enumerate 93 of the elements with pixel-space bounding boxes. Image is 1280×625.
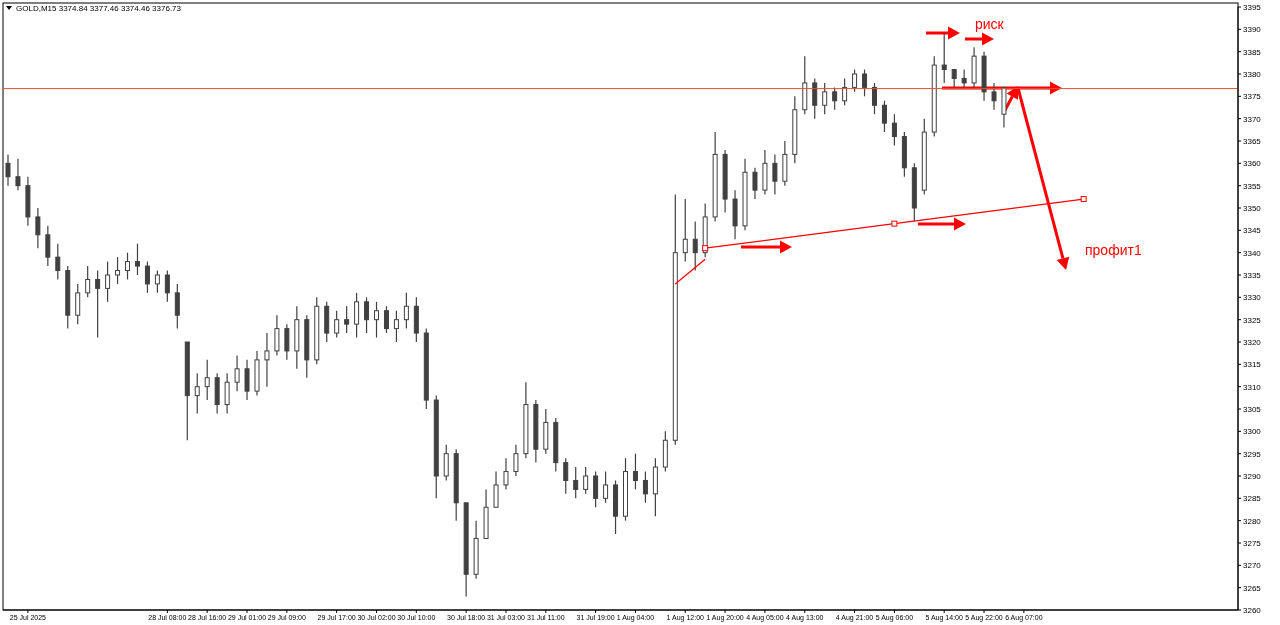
candlestick	[443, 444, 449, 482]
candlestick	[891, 113, 897, 147]
y-tick-label: 3295	[1243, 449, 1262, 459]
candlestick	[75, 283, 81, 325]
candlestick	[244, 359, 250, 401]
y-tick-label: 3340	[1243, 248, 1262, 258]
candlestick	[812, 77, 818, 120]
annotation: профит1	[1085, 242, 1142, 258]
y-tick-label: 3375	[1243, 92, 1262, 102]
candlestick	[55, 243, 61, 281]
y-tick-label: 3355	[1243, 181, 1262, 191]
candlestick	[344, 305, 350, 334]
y-tick-label: 3300	[1243, 427, 1262, 437]
candlestick	[752, 167, 758, 200]
candlestick	[264, 332, 270, 388]
candlestick	[144, 261, 150, 294]
candlestick	[692, 220, 698, 272]
candlestick	[5, 153, 11, 187]
y-tick-label: 3350	[1243, 203, 1262, 213]
y-tick-label: 3395	[1243, 2, 1262, 12]
candlestick	[503, 457, 509, 490]
y-tick-label: 3285	[1243, 494, 1262, 504]
candlestick	[334, 310, 340, 339]
candlestick	[174, 283, 180, 330]
candlestick	[45, 225, 51, 267]
point	[702, 245, 709, 252]
candlestick	[374, 301, 380, 339]
candlestick	[85, 265, 91, 298]
candlestick	[105, 261, 111, 303]
y-tick-label: 3315	[1243, 360, 1262, 370]
candlestick	[284, 323, 290, 361]
candlestick	[881, 100, 887, 133]
candlestick	[961, 68, 967, 88]
candlestick	[234, 354, 240, 392]
candlestick	[403, 292, 409, 330]
y-tick-label: 3365	[1243, 136, 1262, 146]
y-tick-label: 3390	[1243, 25, 1262, 35]
y-tick-label: 3270	[1243, 561, 1262, 571]
candlestick	[204, 359, 210, 401]
y-tick-label: 3330	[1243, 293, 1262, 303]
y-tick-label: 3265	[1243, 583, 1262, 593]
candlestick	[125, 252, 131, 281]
y-tick-label: 3280	[1243, 516, 1262, 526]
y-tick-label: 3335	[1243, 270, 1262, 280]
candlestick	[15, 158, 21, 191]
candlestick	[364, 296, 370, 334]
candlestick	[35, 207, 41, 249]
candlestick	[632, 453, 638, 490]
candlestick	[822, 82, 828, 115]
candlestick	[682, 198, 688, 263]
candlestick	[115, 256, 121, 285]
candlestick	[354, 292, 360, 339]
candlestick	[583, 466, 589, 495]
candlestick	[393, 310, 399, 343]
y-tick-label: 3305	[1243, 404, 1262, 414]
y-tick-label: 3385	[1243, 47, 1262, 57]
y-tick-label: 3275	[1243, 538, 1262, 548]
y-tick-label: 3260	[1243, 605, 1262, 615]
candlestick	[274, 314, 280, 356]
candlestick	[852, 68, 858, 93]
point	[1080, 196, 1087, 203]
candlestick	[871, 82, 877, 115]
candlestick	[164, 269, 170, 303]
y-tick-label: 3325	[1243, 315, 1262, 325]
y-tick-label: 3360	[1243, 159, 1262, 169]
y-tick-label: 3380	[1243, 69, 1262, 79]
y-tick-label: 3320	[1243, 337, 1262, 347]
candlestick	[772, 153, 778, 196]
chart-title: GOLD,M15 3374.84 3377.46 3374.46 3376.73	[16, 4, 182, 13]
y-tick-label: 3370	[1243, 114, 1262, 124]
y-tick-label: 3290	[1243, 471, 1262, 481]
candlestick	[383, 305, 389, 334]
y-tick-label: 3310	[1243, 382, 1262, 392]
candlestick	[134, 243, 140, 276]
candlestick	[862, 68, 868, 97]
y-tick-label: 3345	[1243, 226, 1262, 236]
candlestick	[154, 269, 160, 294]
candlestick	[573, 466, 579, 499]
candlestick	[832, 86, 838, 111]
candlestick	[493, 470, 499, 508]
annotation: риск	[975, 16, 1005, 32]
point	[891, 220, 898, 227]
candlestick	[224, 372, 230, 415]
candlestick	[593, 470, 599, 508]
candlestick	[642, 470, 648, 504]
candlestick	[194, 372, 200, 415]
candlestick	[603, 470, 609, 504]
candlestick	[95, 269, 101, 339]
candlestick	[563, 457, 569, 495]
candlestick	[991, 82, 997, 111]
candlestick	[842, 77, 848, 106]
candlestick	[941, 33, 947, 84]
candlestick	[513, 444, 519, 477]
